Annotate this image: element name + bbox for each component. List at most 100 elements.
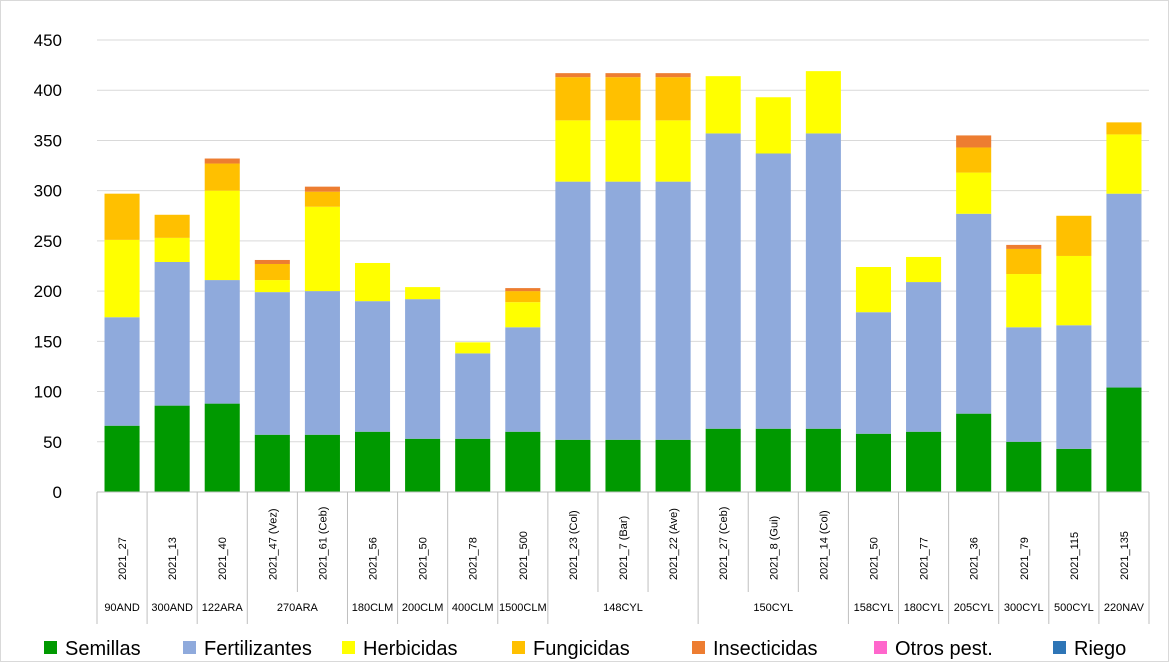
x-group-label: 270ARA xyxy=(277,602,319,614)
x-category-label: 2021_56 xyxy=(368,537,380,580)
bar-segment-semillas xyxy=(705,428,741,492)
bar-segment-semillas xyxy=(455,438,491,492)
x-category-label: 2021_77 xyxy=(919,537,931,580)
bar-segment-fungicidas xyxy=(605,77,641,121)
x-category-label: 2021_13 xyxy=(167,537,179,580)
bar-segment-fertilizantes xyxy=(555,181,591,440)
bar-segment-herbicidas xyxy=(755,97,791,154)
x-category-label: 2021_500 xyxy=(518,531,530,580)
bar-segment-fungicidas xyxy=(104,193,140,240)
bar-segment-fertilizantes xyxy=(956,213,992,414)
bar-segment-insecticidas xyxy=(1006,244,1042,249)
bar-segment-fertilizantes xyxy=(204,280,240,404)
x-category-label: 2021_7 (Bar) xyxy=(618,516,630,580)
x-category-label: 2021_36 xyxy=(969,537,981,580)
x-category-label: 2021_115 xyxy=(1069,532,1081,580)
bar-segment-fungicidas xyxy=(154,214,190,238)
bar-segment-semillas xyxy=(354,431,391,492)
bar-segment-herbicidas xyxy=(204,190,240,281)
bar-segment-fertilizantes xyxy=(1006,327,1042,442)
x-group-label: 158CYL xyxy=(854,602,894,614)
bar-segment-fungicidas xyxy=(956,147,992,173)
y-tick-label: 350 xyxy=(34,131,62,150)
bar-segment-fertilizantes xyxy=(505,327,541,432)
legend-swatch-riego xyxy=(1053,641,1066,654)
x-category-label: 2021_47 (Vez) xyxy=(267,508,279,580)
bar-segment-insecticidas xyxy=(505,288,541,292)
x-category-label: 2021_8 (Gui) xyxy=(768,516,780,580)
x-category-label: 2021_50 xyxy=(418,537,430,580)
x-axis: 2021_27 2021_13 2021_40 2021_47 (Vez) 2021_6… xyxy=(96,491,1150,624)
bar-segment-fungicidas xyxy=(254,263,290,281)
bar-segment-fertilizantes xyxy=(254,292,290,435)
legend-label-semillas: Semillas xyxy=(65,638,141,660)
y-tick-label: 450 xyxy=(34,31,62,50)
x-category-label: 2021_50 xyxy=(868,537,880,580)
bar-segment-fertilizantes xyxy=(805,133,841,429)
x-group-label: 180CYL xyxy=(904,602,944,614)
bar-segment-semillas xyxy=(1106,387,1142,492)
bar-segment-semillas xyxy=(855,433,892,492)
x-group-label: 122ARA xyxy=(202,602,244,614)
legend-swatch-otros-pest xyxy=(874,641,887,654)
x-group-label: 1500CLM xyxy=(499,602,547,614)
bar-segment-herbicidas xyxy=(1006,274,1042,328)
legend-label-riego: Riego xyxy=(1074,638,1126,660)
bar-segment-insecticidas xyxy=(254,259,290,264)
x-group-label: 148CYL xyxy=(603,602,643,614)
y-tick-label: 50 xyxy=(43,433,62,452)
y-tick-label: 400 xyxy=(34,81,62,100)
bar-segment-fungicidas xyxy=(655,77,691,121)
bar-segment-herbicidas xyxy=(354,262,391,302)
legend-swatch-fungicidas xyxy=(512,641,525,654)
bar-segment-insecticidas xyxy=(204,158,240,164)
bar-segment-herbicidas xyxy=(655,120,691,182)
bar-segment-herbicidas xyxy=(805,71,841,134)
bar-segment-semillas xyxy=(254,434,290,492)
x-group-label: 150CYL xyxy=(753,602,793,614)
x-group-label: 300CYL xyxy=(1004,602,1044,614)
bar-segment-insecticidas xyxy=(956,135,992,148)
bar-segment-semillas xyxy=(555,439,591,492)
bar-segment-insecticidas xyxy=(304,186,340,192)
legend-label-otros-pest: Otros pest. xyxy=(895,638,993,660)
bar-segment-fertilizantes xyxy=(855,312,892,434)
bar-segment-semillas xyxy=(755,428,791,492)
x-category-label: 2021_23 (Col) xyxy=(568,510,580,580)
bar-segment-semillas xyxy=(956,413,992,492)
bar-segment-insecticidas xyxy=(555,73,591,78)
bar-segment-semillas xyxy=(154,405,190,492)
bar-segment-fertilizantes xyxy=(354,301,391,432)
bar-segment-semillas xyxy=(805,428,841,492)
bar-segment-semillas xyxy=(405,438,441,492)
bar-segment-herbicidas xyxy=(154,237,190,262)
bar-segment-herbicidas xyxy=(1056,255,1092,326)
x-category-label: 2021_61 (Ceb) xyxy=(317,507,329,580)
x-group-label: 180CLM xyxy=(352,602,394,614)
bar-segment-fungicidas xyxy=(555,77,591,121)
legend-swatch-fertilizantes xyxy=(183,641,196,654)
bar-segment-fertilizantes xyxy=(755,153,791,429)
bar-segment-semillas xyxy=(304,434,340,492)
bar-segment-fertilizantes xyxy=(906,282,942,432)
x-category-label: 2021_27 xyxy=(117,537,129,580)
bar-segment-semillas xyxy=(204,403,240,492)
bar-segment-herbicidas xyxy=(304,206,340,292)
bar-segment-fertilizantes xyxy=(1056,325,1092,449)
bar-segment-semillas xyxy=(1006,441,1042,492)
y-tick-label: 150 xyxy=(34,332,62,351)
y-tick-label: 300 xyxy=(34,182,62,201)
bar-segment-fungicidas xyxy=(1106,122,1142,135)
bar-segment-herbicidas xyxy=(505,302,541,328)
x-category-label: 2021_78 xyxy=(468,537,480,580)
bar-segment-fungicidas xyxy=(304,191,340,207)
bar-segment-fertilizantes xyxy=(104,317,140,426)
x-group-label: 200CLM xyxy=(402,602,444,614)
bar-segment-herbicidas xyxy=(405,287,441,300)
legend: Semillas Fertilizantes Herbicidas Fungicida… xyxy=(44,638,1126,660)
bar-segment-herbicidas xyxy=(956,172,992,214)
x-group-label: 205CYL xyxy=(954,602,994,614)
bar-segment-herbicidas xyxy=(906,256,942,283)
